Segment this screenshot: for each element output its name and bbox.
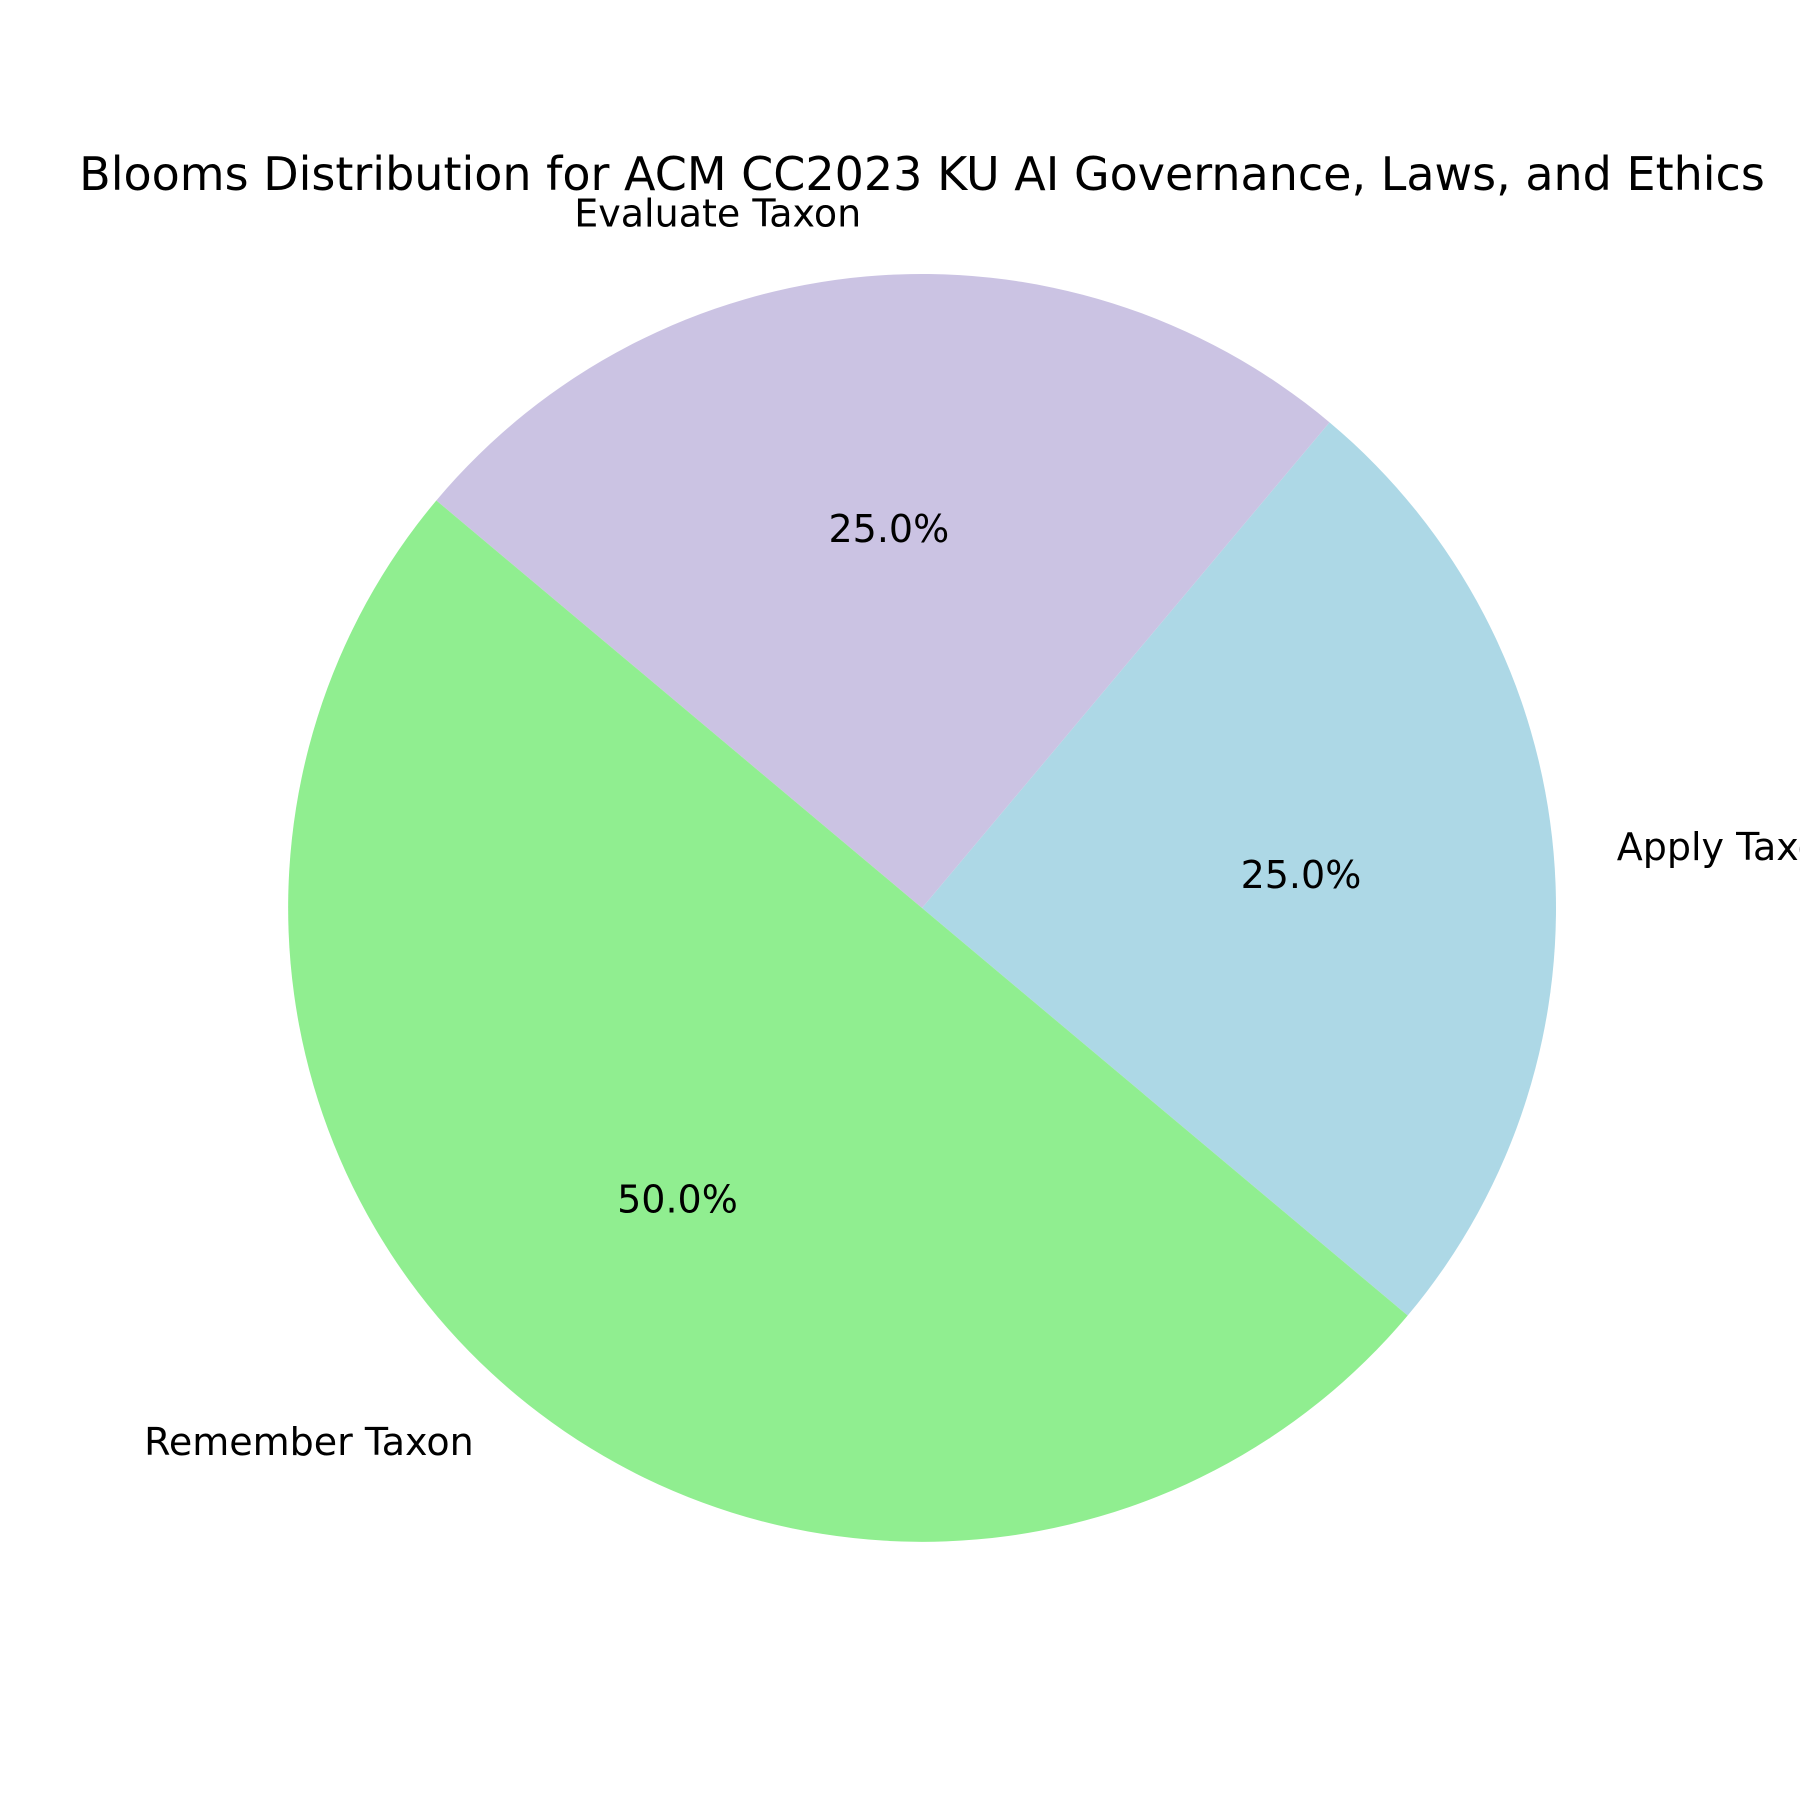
chart-title: Blooms Distribution for ACM CC2023 KU AI… [79,147,1765,201]
pie-slice-remember-taxon [288,500,1408,1542]
slice-label: Apply Taxon [1617,825,1800,869]
pie-slice-apply-taxon [922,422,1556,1316]
pie-slices [288,274,1556,1542]
slice-percent-label: 25.0% [1241,853,1362,897]
slice-label: Evaluate Taxon [574,191,861,235]
pie-slice-evaluate-taxon [436,274,1330,908]
slice-percent-label: 50.0% [617,1177,738,1221]
slice-label: Remember Taxon [144,1420,474,1464]
slice-percent-label: 25.0% [828,507,949,551]
pie-labels: Apply Taxon 25.0% Evaluate Taxon 25.0% Remem… [144,191,1800,1464]
